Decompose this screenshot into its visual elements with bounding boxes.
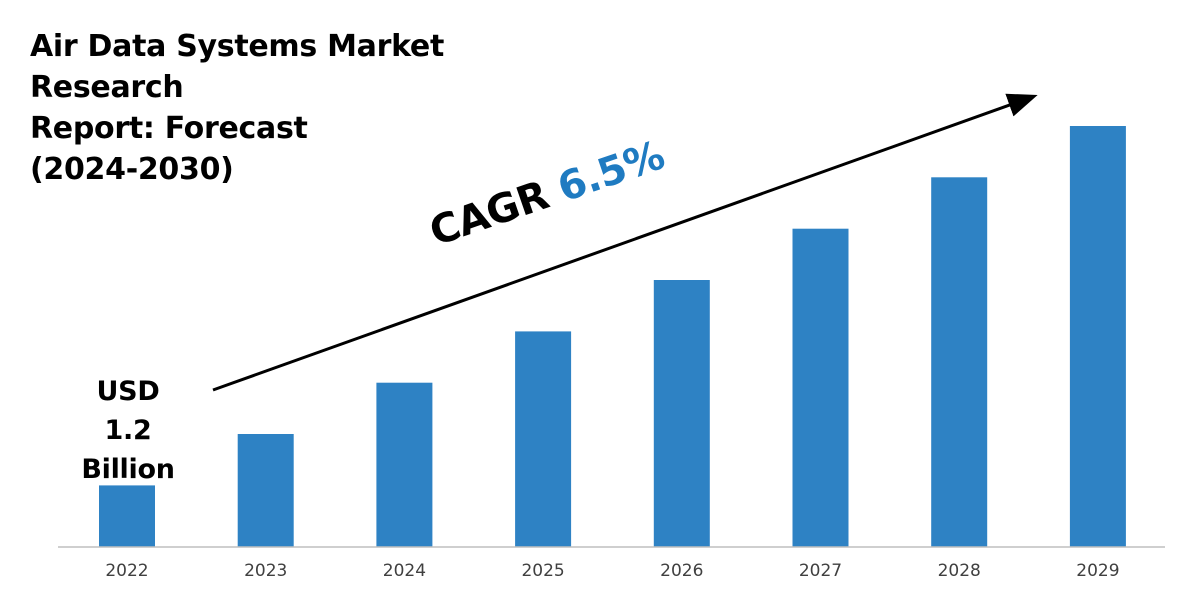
- bar-2022: [99, 485, 155, 547]
- x-tick-label-2022: 2022: [105, 561, 148, 581]
- x-tick-labels: 2022 2023 2024 2025 2026 2027 2028 2029: [105, 561, 1119, 581]
- x-tick-label-2027: 2027: [799, 561, 842, 581]
- chart-title-line-2: Report: Forecast: [30, 111, 308, 146]
- x-tick-label-2028: 2028: [938, 561, 981, 581]
- bar-2028: [931, 177, 988, 548]
- bar-2026: [653, 280, 710, 547]
- chart-title: Air Data Systems Market Research Report:…: [30, 26, 590, 190]
- x-tick-label-2025: 2025: [521, 561, 564, 581]
- cagr-arrow: [212, 93, 1038, 392]
- bar-2027: [792, 228, 849, 547]
- start-value-line-2: 1.2: [104, 415, 152, 446]
- bar-2023: [237, 434, 294, 547]
- start-value-line-3: Billion: [81, 454, 175, 485]
- start-value-line-1: USD: [96, 376, 160, 407]
- x-tick-label-2029: 2029: [1076, 561, 1119, 581]
- start-value-annotation: USD 1.2 Billion: [78, 372, 178, 489]
- bar-2024: [376, 382, 433, 547]
- x-tick-label-2024: 2024: [383, 561, 426, 581]
- x-tick-label-2026: 2026: [660, 561, 703, 581]
- chart-title-line-3: (2024-2030): [30, 152, 234, 187]
- bar-2029: [1069, 126, 1126, 547]
- chart-title-line-1: Air Data Systems Market Research: [30, 29, 445, 105]
- bars-group: [99, 126, 1126, 548]
- bar-2025: [515, 331, 572, 547]
- x-tick-label-2023: 2023: [244, 561, 287, 581]
